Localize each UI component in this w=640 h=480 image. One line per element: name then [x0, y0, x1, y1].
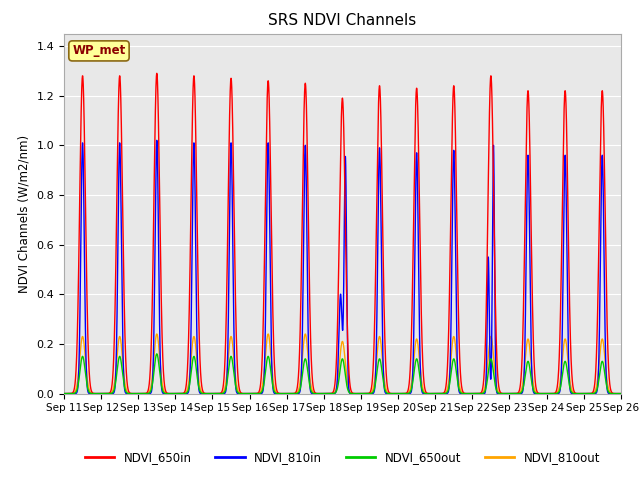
- Line: NDVI_650out: NDVI_650out: [64, 354, 621, 394]
- NDVI_650in: [370, 343, 378, 349]
- Line: NDVI_650in: NDVI_650in: [64, 73, 621, 394]
- NDVI_650out: [470, 391, 477, 396]
- NDVI_810in: [332, 390, 339, 396]
- NDVI_810out: [60, 391, 68, 396]
- Line: NDVI_810in: NDVI_810in: [64, 140, 621, 394]
- NDVI_650out: [370, 387, 378, 393]
- NDVI_810out: [617, 391, 625, 396]
- NDVI_650in: [153, 71, 161, 76]
- NDVI_810in: [153, 137, 161, 143]
- NDVI_650in: [60, 391, 68, 396]
- NDVI_810out: [540, 391, 548, 396]
- Legend: NDVI_650in, NDVI_810in, NDVI_650out, NDVI_810out: NDVI_650in, NDVI_810in, NDVI_650out, NDV…: [80, 446, 605, 469]
- NDVI_810out: [264, 331, 272, 337]
- NDVI_650in: [273, 385, 280, 391]
- NDVI_650out: [60, 391, 68, 396]
- NDVI_650in: [540, 391, 548, 396]
- Line: NDVI_810out: NDVI_810out: [64, 334, 621, 394]
- NDVI_810in: [79, 153, 87, 158]
- NDVI_650in: [79, 79, 87, 85]
- NDVI_650in: [470, 391, 477, 396]
- NDVI_810in: [370, 389, 378, 395]
- NDVI_810out: [370, 382, 378, 388]
- NDVI_650out: [273, 390, 280, 396]
- NDVI_810in: [60, 391, 68, 396]
- NDVI_810out: [79, 335, 87, 340]
- NDVI_810in: [617, 391, 625, 396]
- NDVI_810in: [470, 391, 477, 396]
- NDVI_650in: [332, 379, 339, 385]
- NDVI_650out: [153, 351, 161, 357]
- Title: SRS NDVI Channels: SRS NDVI Channels: [268, 13, 417, 28]
- NDVI_650out: [79, 354, 87, 360]
- NDVI_810in: [540, 391, 548, 396]
- NDVI_810in: [273, 391, 280, 396]
- NDVI_650in: [617, 391, 625, 396]
- NDVI_650out: [332, 390, 339, 396]
- NDVI_810out: [470, 391, 477, 396]
- NDVI_650out: [540, 391, 548, 396]
- NDVI_810out: [273, 390, 280, 396]
- NDVI_810in: [472, 391, 479, 396]
- Y-axis label: NDVI Channels (W/m2/nm): NDVI Channels (W/m2/nm): [18, 134, 31, 293]
- NDVI_650out: [617, 391, 625, 396]
- Text: WP_met: WP_met: [72, 44, 125, 58]
- NDVI_810out: [332, 389, 339, 395]
